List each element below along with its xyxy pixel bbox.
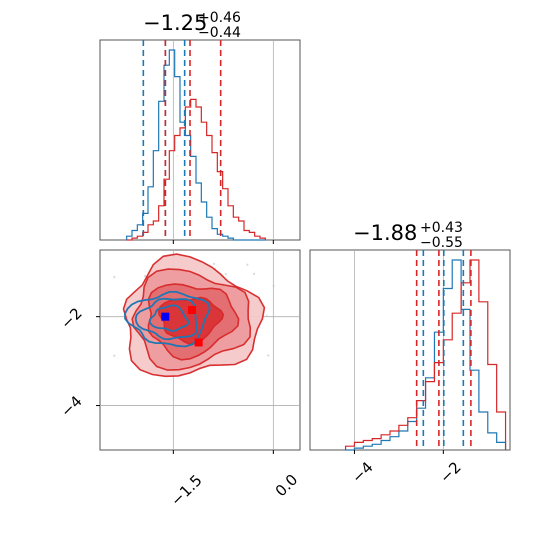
blue-contour-level-2 xyxy=(134,297,198,341)
param2-title-minus: −0.55 xyxy=(420,235,463,251)
param1-title-median: −1.25 xyxy=(143,11,207,35)
scatter-point xyxy=(265,314,268,318)
scatter-point xyxy=(212,262,216,266)
scatter-point xyxy=(113,354,116,357)
scatter-point xyxy=(143,274,147,278)
quantile-lines xyxy=(142,40,472,450)
scatter-point xyxy=(272,284,275,288)
scatter-point xyxy=(252,272,256,275)
joint-x-tick-label-1: −1.5 xyxy=(167,471,205,509)
param2-title-plus: +0.43 xyxy=(420,220,463,236)
top-left-panel-frame xyxy=(99,39,301,241)
param1-histograms xyxy=(126,49,266,241)
param1-histogram-red xyxy=(126,98,266,241)
joint-x-tick-label-2: 0.0 xyxy=(272,471,302,501)
tick-marks xyxy=(96,240,444,454)
bottom-right-panel-frame xyxy=(309,249,511,451)
joint-y-tick-label-2: −4 xyxy=(57,392,85,420)
scatter-point xyxy=(267,354,270,357)
param1-title-minus: −0.44 xyxy=(198,25,241,41)
red-square-marker-1 xyxy=(188,306,196,314)
param1-histogram-blue xyxy=(126,49,266,241)
scatter-point xyxy=(246,263,249,266)
param1-title-plus: +0.46 xyxy=(198,10,241,26)
grid-lines xyxy=(100,40,444,450)
blue-square-marker-1 xyxy=(161,312,170,321)
param2-histograms xyxy=(344,259,507,451)
scatter-point xyxy=(224,272,227,276)
blue-contour-level-3 xyxy=(148,304,190,332)
param2-x-tick-label-2: −2 xyxy=(436,458,464,486)
contour-layers xyxy=(122,253,266,378)
param2-histogram-blue xyxy=(345,259,507,451)
red-square-marker-2 xyxy=(194,338,203,347)
joint-y-tick-label-1: −2 xyxy=(57,304,85,332)
joint-panel-frame xyxy=(99,249,301,451)
square-markers xyxy=(161,306,203,347)
scatter-point xyxy=(113,276,116,279)
blue-contour-level-1 xyxy=(124,291,211,348)
param2-x-tick-label-1: −4 xyxy=(348,458,376,486)
param1-title: −1.25 +0.46 −0.44 xyxy=(143,10,241,41)
param2-title-median: −1.88 xyxy=(353,221,417,245)
param2-histogram-red xyxy=(344,259,507,450)
param2-title: −1.88 +0.43 −0.55 xyxy=(353,220,463,251)
